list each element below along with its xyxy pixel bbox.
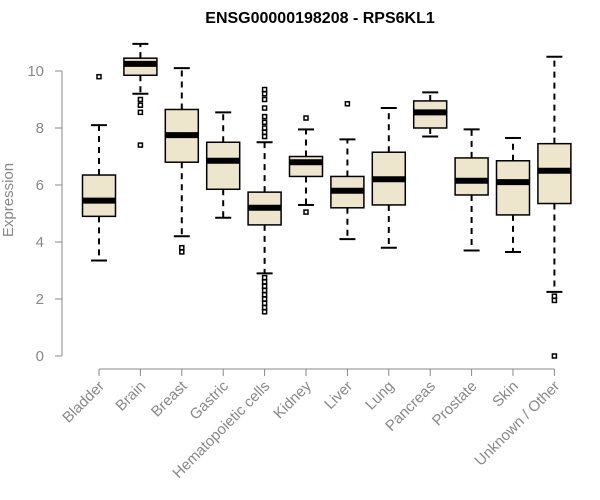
outlier-point [261, 283, 268, 289]
outlier-point [261, 125, 268, 131]
outlier-point [179, 244, 185, 251]
outlier-point [261, 296, 268, 302]
outlier-point [261, 274, 268, 281]
box [454, 157, 489, 196]
outlier-point [137, 96, 144, 103]
outlier-point [261, 86, 268, 93]
outlier-point [261, 309, 268, 315]
outlier-point [344, 101, 351, 107]
x-tick-label: Skin [489, 378, 522, 411]
outlier-point [261, 133, 268, 140]
x-tick-label: Kidney [270, 377, 315, 422]
outlier-point [96, 73, 102, 80]
box [495, 160, 531, 216]
box-group [454, 128, 489, 252]
x-tick-label: Bladder [59, 378, 108, 427]
box [81, 174, 117, 218]
y-axis: 0 2 4 6 8 10 [27, 63, 63, 365]
outlier-point [137, 102, 144, 108]
outlier-point [179, 249, 185, 255]
outlier-point [261, 300, 268, 307]
y-axis-label: Expression [0, 163, 17, 237]
outlier-point [261, 291, 268, 298]
x-tick-label: Breast [148, 377, 191, 420]
outlier-point [261, 129, 268, 136]
x-tick-label: Brain [112, 378, 149, 415]
outlier-point [303, 115, 309, 121]
box-series [81, 42, 572, 359]
outlier-point [261, 304, 268, 311]
chart-title: ENSG00000198208 - RPS6KL1 [205, 10, 435, 27]
outlier-point [261, 96, 268, 103]
outlier-point [303, 209, 309, 215]
box-group [123, 42, 158, 148]
outlier-point [137, 142, 144, 148]
outlier-point [261, 119, 268, 126]
outlier-point [551, 353, 558, 359]
box-group [288, 115, 324, 215]
outlier-point [261, 279, 268, 285]
x-tick-label: Lung [362, 378, 398, 414]
box-group [164, 67, 200, 255]
y-tick-label: 4 [36, 234, 44, 251]
outlier-point [261, 105, 268, 111]
outlier-point [261, 287, 268, 294]
box-group [205, 111, 241, 219]
box-group [247, 86, 282, 315]
y-tick-label: 8 [36, 120, 44, 137]
outlier-point [261, 113, 268, 120]
outlier-point [137, 109, 144, 116]
box-group [495, 136, 531, 253]
y-tick-label: 2 [36, 291, 44, 308]
box [205, 141, 241, 191]
box-group [330, 101, 365, 241]
box-group [537, 55, 572, 359]
y-tick-label: 10 [27, 63, 44, 80]
box-group [412, 91, 448, 138]
x-tick-label: Prostate [429, 378, 481, 430]
outlier-point [551, 293, 558, 299]
outlier-point [551, 297, 558, 304]
x-tick-label: Liver [321, 378, 356, 413]
box-group [81, 73, 117, 262]
y-tick-label: 6 [36, 177, 44, 194]
box-group [371, 107, 407, 249]
outlier-point [261, 91, 268, 97]
y-tick-label: 0 [36, 348, 44, 365]
